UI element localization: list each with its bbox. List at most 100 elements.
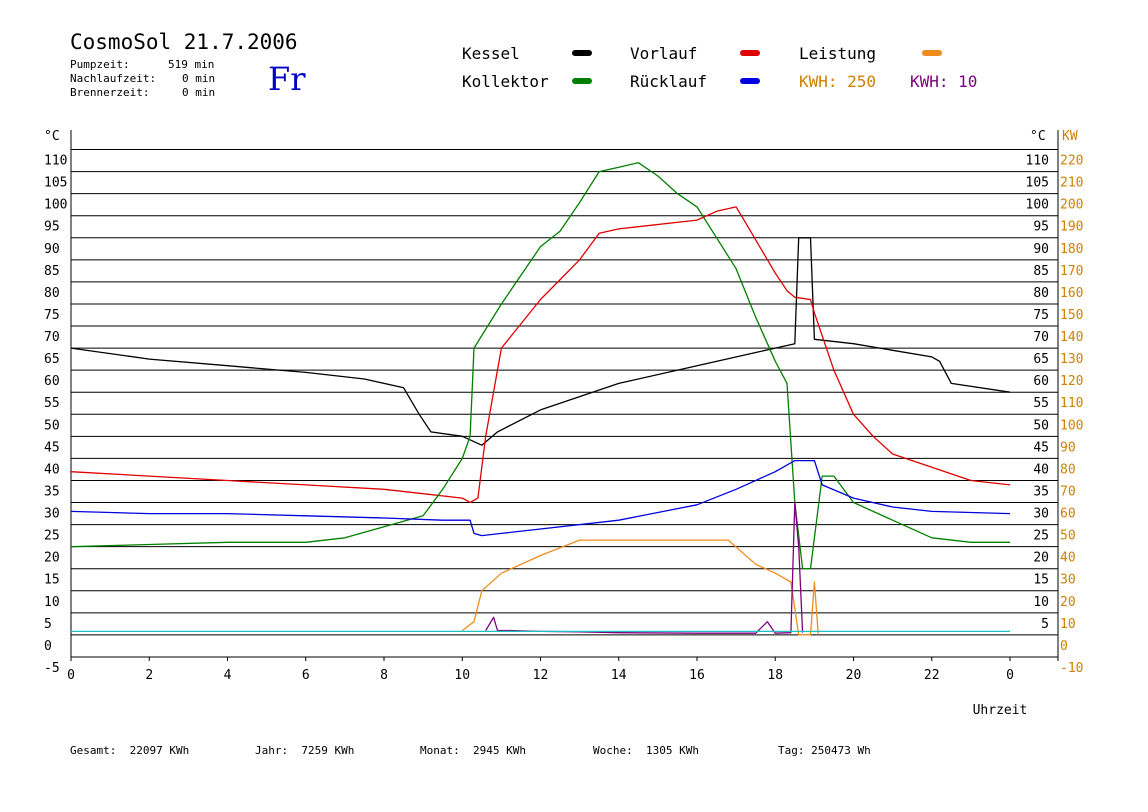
kw-tick-label: 180 — [1060, 242, 1083, 257]
y-tick-label-right: 5 — [1041, 617, 1049, 632]
y-tick-label-left: 65 — [44, 352, 60, 367]
y-tick-label-right: 105 — [1026, 176, 1049, 191]
x-tick-label: 20 — [846, 668, 862, 683]
kw-tick-label: 60 — [1060, 507, 1076, 522]
x-tick-label: 22 — [924, 668, 940, 683]
x-tick-label: 6 — [302, 668, 310, 683]
legend-swatch-kollektor — [572, 78, 592, 84]
y-axis-unit-right: °C — [1030, 129, 1046, 144]
legend-label-vorlauf: Vorlauf — [630, 44, 698, 63]
kw-tick-label: 160 — [1060, 286, 1083, 301]
y-tick-label-left: 75 — [44, 308, 60, 323]
x-tick-label: 16 — [689, 668, 705, 683]
kw-tick-label: 80 — [1060, 462, 1076, 477]
y-tick-label-left: 35 — [44, 484, 60, 499]
y-tick-label-right: 20 — [1033, 551, 1049, 566]
y-tick-label-right: 85 — [1033, 264, 1049, 279]
legend-label-kollektor: Kollektor — [462, 72, 549, 91]
kw-tick-label: 220 — [1060, 154, 1083, 169]
y-tick-label-right: 15 — [1033, 573, 1049, 588]
legend-swatch-kessel — [572, 50, 592, 56]
footer-monat: Monat: 2945 KWh — [420, 744, 526, 757]
y-tick-label-right: 70 — [1033, 330, 1049, 345]
kw-tick-label: 200 — [1060, 198, 1083, 213]
y-axis-unit-left: °C — [44, 129, 60, 144]
legend-swatch-vorlauf — [740, 50, 760, 56]
y-tick-label-right: 80 — [1033, 286, 1049, 301]
y-tick-label-left: 95 — [44, 220, 60, 235]
series-line-rücklauf — [70, 459, 1011, 537]
y-tick-label-left: 10 — [44, 595, 60, 610]
footer-jahr: Jahr: 7259 KWh — [255, 744, 355, 757]
y-tick-label-right: 50 — [1033, 418, 1049, 433]
y-tick-label-right: 60 — [1033, 374, 1049, 389]
kw-tick-label: 0 — [1060, 639, 1068, 654]
y-tick-label-left: 70 — [44, 330, 60, 345]
y-tick-label-left: 80 — [44, 286, 60, 301]
y-tick-label-left: 20 — [44, 551, 60, 566]
legend-swatch-leistung — [922, 50, 942, 56]
stat-value-nachlaufzeit: 0 min — [182, 72, 216, 85]
x-tick-label: 8 — [380, 668, 388, 683]
x-tick-label: 18 — [767, 668, 783, 683]
legend-swatch-ruecklauf — [740, 78, 760, 84]
y-tick-label-left: 15 — [44, 573, 60, 588]
kw-tick-label: 70 — [1060, 484, 1076, 499]
y-tick-label-right: 65 — [1033, 352, 1049, 367]
x-tick-label: 2 — [145, 668, 153, 683]
y-tick-label-right: 45 — [1033, 440, 1049, 455]
kw-tick-label: 190 — [1060, 220, 1083, 235]
stat-label-pumpzeit: Pumpzeit: — [70, 58, 130, 71]
footer-woche: Woche: 1305 KWh — [593, 744, 699, 757]
y-tick-label-left: 60 — [44, 374, 60, 389]
kw-tick-label: 40 — [1060, 551, 1076, 566]
y-tick-label-left: 55 — [44, 396, 60, 411]
stat-value-brennerzeit: 0 min — [182, 86, 216, 99]
y-tick-label-left: 5 — [44, 617, 52, 632]
kw-tick-label: 150 — [1060, 308, 1083, 323]
y-tick-label-right: 100 — [1026, 198, 1049, 213]
kw-tick-label: 140 — [1060, 330, 1083, 345]
x-tick-label: 10 — [454, 668, 470, 683]
stat-label-nachlaufzeit: Nachlaufzeit: — [70, 72, 157, 85]
kw-tick-label: 30 — [1060, 573, 1076, 588]
kw-tick-label: 110 — [1060, 396, 1083, 411]
y-tick-label-left: 90 — [44, 242, 60, 257]
y-tick-label-right: 35 — [1033, 484, 1049, 499]
y-tick-label-right: 25 — [1033, 529, 1049, 544]
y-tick-label-left: -5 — [44, 661, 60, 676]
kw-tick-label: 20 — [1060, 595, 1076, 610]
kw-tick-label: -10 — [1060, 661, 1083, 676]
y-tick-label-left: 40 — [44, 462, 60, 477]
series-line-kessel — [70, 237, 1011, 446]
x-tick-label: 14 — [611, 668, 627, 683]
y-tick-label-left: 30 — [44, 507, 60, 522]
series-line-vorlauf — [70, 206, 1011, 504]
x-tick-label: 12 — [533, 668, 549, 683]
stat-value-pumpzeit: 519 min — [168, 58, 215, 71]
y-tick-label-right: 110 — [1026, 154, 1049, 169]
legend-label-ruecklauf: Rücklauf — [630, 72, 708, 91]
kw-tick-label: 210 — [1060, 176, 1083, 191]
y-tick-label-left: 105 — [44, 176, 67, 191]
y-axis-unit-kw: KW — [1062, 129, 1078, 144]
y-tick-label-right: 75 — [1033, 308, 1049, 323]
kwh-total-purple: KWH: 10 — [910, 72, 978, 91]
y-tick-label-left: 25 — [44, 529, 60, 544]
y-tick-label-right: 95 — [1033, 220, 1049, 235]
footer-gesamt: Gesamt: 22097 KWh — [70, 744, 190, 757]
y-tick-label-right: 90 — [1033, 242, 1049, 257]
kw-tick-label: 10 — [1060, 617, 1076, 632]
y-tick-label-right: 10 — [1033, 595, 1049, 610]
footer-tag: Tag: 250473 Wh — [778, 744, 871, 757]
y-tick-label-left: 0 — [44, 639, 52, 654]
series-line-kollektor — [70, 162, 1010, 570]
x-tick-label: 0 — [1006, 668, 1014, 683]
legend-label-leistung: Leistung — [799, 44, 877, 63]
kw-tick-label: 130 — [1060, 352, 1083, 367]
kw-tick-label: 120 — [1060, 374, 1083, 389]
stat-label-brennerzeit: Brennerzeit: — [70, 86, 150, 99]
legend-label-kessel: Kessel — [462, 44, 520, 63]
x-axis-label: Uhrzeit — [973, 703, 1028, 718]
x-tick-label: 4 — [224, 668, 232, 683]
